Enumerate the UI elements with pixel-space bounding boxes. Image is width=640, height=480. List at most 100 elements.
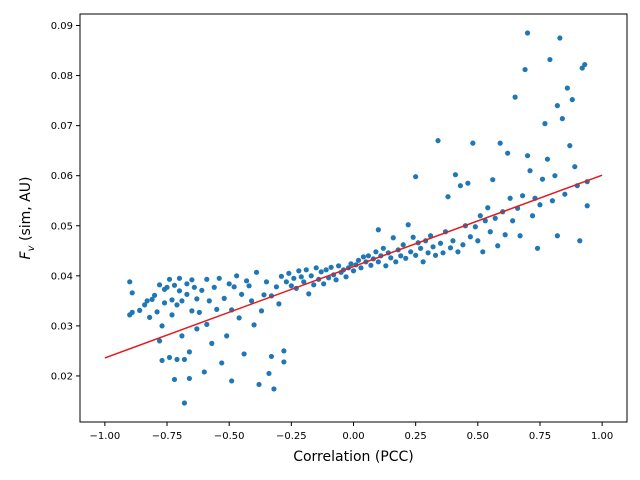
scatter-points [127, 30, 590, 406]
data-point-0-158 [472, 224, 478, 230]
data-point-0-202 [577, 238, 583, 244]
y-axis-label-main: F [18, 250, 34, 259]
x-tick-label: 1.00 [591, 431, 613, 442]
data-point-0-21 [169, 312, 175, 318]
data-point-0-170 [502, 232, 508, 238]
data-point-0-43 [201, 369, 207, 375]
data-point-0-101 [335, 263, 342, 269]
data-point-0-186 [539, 176, 546, 182]
data-point-0-197 [564, 85, 570, 91]
data-point-0-81 [286, 270, 292, 276]
data-point-0-148 [447, 245, 454, 251]
data-point-0-200 [572, 164, 578, 170]
data-point-0-143 [435, 138, 441, 144]
data-point-0-63 [246, 283, 252, 289]
data-point-0-160 [477, 213, 483, 219]
data-point-0-75 [273, 284, 280, 290]
data-point-0-60 [239, 291, 245, 297]
data-point-0-137 [420, 259, 426, 265]
data-point-0-194 [557, 35, 563, 41]
data-point-0-44 [204, 276, 210, 282]
data-point-0-152 [457, 183, 464, 189]
data-point-0-83 [291, 275, 297, 281]
y-tick-label: 0.05 [51, 221, 73, 232]
data-point-0-164 [487, 229, 493, 235]
data-point-0-195 [559, 116, 565, 122]
data-point-0-1 [129, 290, 135, 296]
data-point-0-206 [584, 203, 590, 209]
data-point-0-33 [184, 291, 190, 297]
data-point-0-145 [440, 250, 446, 256]
data-point-0-98 [328, 264, 334, 270]
data-point-0-3 [129, 309, 135, 315]
data-point-0-185 [537, 202, 543, 208]
data-point-0-132 [410, 234, 416, 240]
data-point-0-77 [278, 273, 284, 279]
y-axis-label-rest: (sim, AU) [18, 177, 34, 246]
y-tick-label: 0.09 [51, 21, 73, 32]
data-point-0-42 [199, 287, 205, 293]
data-point-0-90 [308, 273, 314, 279]
data-point-0-23 [171, 376, 178, 383]
data-point-0-188 [544, 156, 551, 162]
y-tick-label: 0.02 [51, 371, 73, 382]
data-point-0-204 [582, 61, 588, 68]
data-point-0-180 [524, 153, 531, 159]
data-point-0-27 [176, 275, 183, 281]
y-tick-label: 0.04 [51, 271, 73, 282]
data-point-0-155 [465, 180, 471, 186]
data-point-0-179 [524, 30, 531, 36]
data-point-0-199 [569, 97, 575, 103]
data-point-0-136 [418, 245, 424, 251]
data-point-0-142 [432, 252, 439, 258]
data-point-0-127 [398, 253, 404, 259]
data-point-0-18 [166, 276, 173, 282]
data-point-0-0 [127, 279, 133, 285]
data-point-0-147 [445, 194, 451, 200]
data-point-0-168 [497, 140, 503, 146]
data-point-0-191 [552, 173, 558, 179]
data-point-0-47 [209, 340, 215, 346]
data-point-0-171 [505, 150, 511, 156]
data-point-0-161 [480, 249, 486, 255]
data-point-0-157 [470, 140, 476, 146]
data-point-0-82 [288, 283, 294, 289]
data-point-0-141 [430, 244, 436, 250]
data-point-0-65 [251, 322, 257, 328]
data-point-0-53 [224, 333, 230, 339]
data-point-0-107 [350, 268, 357, 274]
y-axis-label-sub: v [26, 244, 37, 251]
data-point-0-109 [355, 257, 362, 263]
data-point-0-32 [184, 281, 190, 287]
data-point-0-151 [455, 249, 461, 255]
data-point-0-71 [266, 370, 272, 377]
y-tick-label: 0.03 [51, 321, 73, 332]
data-point-0-163 [485, 205, 491, 211]
data-point-0-187 [542, 121, 548, 127]
data-point-0-10 [154, 309, 160, 315]
data-point-0-15 [161, 300, 168, 306]
fit-line [104, 174, 603, 359]
data-point-0-62 [243, 278, 250, 284]
data-point-0-20 [169, 297, 175, 303]
y-axis-label: Fv (sim, AU) [18, 177, 37, 260]
data-point-0-70 [263, 279, 270, 285]
data-point-0-193 [554, 233, 560, 239]
data-point-0-6 [144, 298, 150, 304]
data-point-0-36 [189, 277, 195, 283]
data-point-0-150 [452, 172, 459, 178]
data-point-0-123 [388, 255, 394, 261]
data-point-0-78 [281, 359, 287, 365]
data-point-0-74 [271, 386, 277, 392]
data-point-0-121 [383, 263, 389, 269]
y-tick-label: 0.08 [51, 71, 73, 82]
data-point-0-50 [216, 275, 222, 281]
data-point-0-22 [171, 282, 178, 288]
data-point-0-162 [482, 218, 488, 224]
data-point-0-166 [492, 215, 498, 221]
data-point-0-190 [549, 198, 556, 204]
data-point-0-39 [194, 326, 200, 332]
data-point-0-80 [283, 279, 289, 285]
data-point-0-177 [519, 193, 526, 199]
data-point-0-14 [159, 323, 165, 329]
